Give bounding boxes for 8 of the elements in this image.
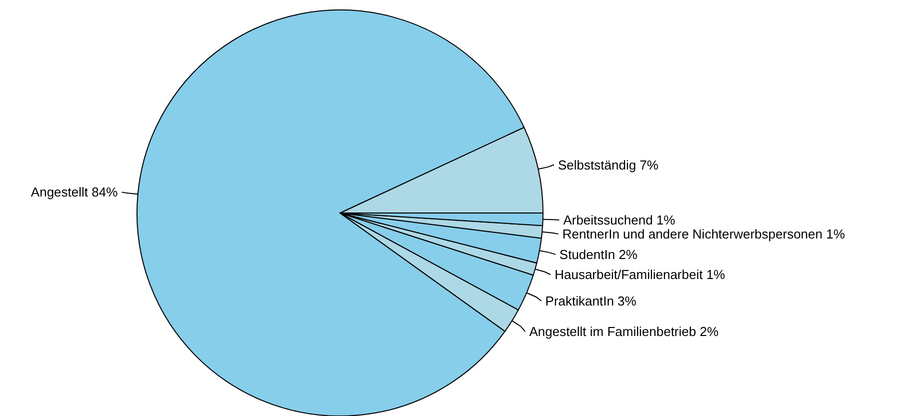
slice-label: Arbeitssuchend 1% — [563, 212, 676, 228]
slice-label: RentnerIn und andere Nichterwerbspersonen 1% — [562, 226, 846, 242]
slice-label: Angestellt im Familienbetrieb 2% — [529, 324, 719, 340]
slice-label: Angestellt 84% — [30, 184, 118, 200]
slice-label: StudentIn 2% — [559, 246, 638, 262]
slice-label: PraktikantIn 3% — [545, 293, 637, 308]
slice-label: Selbstständig 7% — [558, 157, 659, 172]
slice-label: Hausarbeit/Familienarbeit 1% — [554, 267, 726, 282]
